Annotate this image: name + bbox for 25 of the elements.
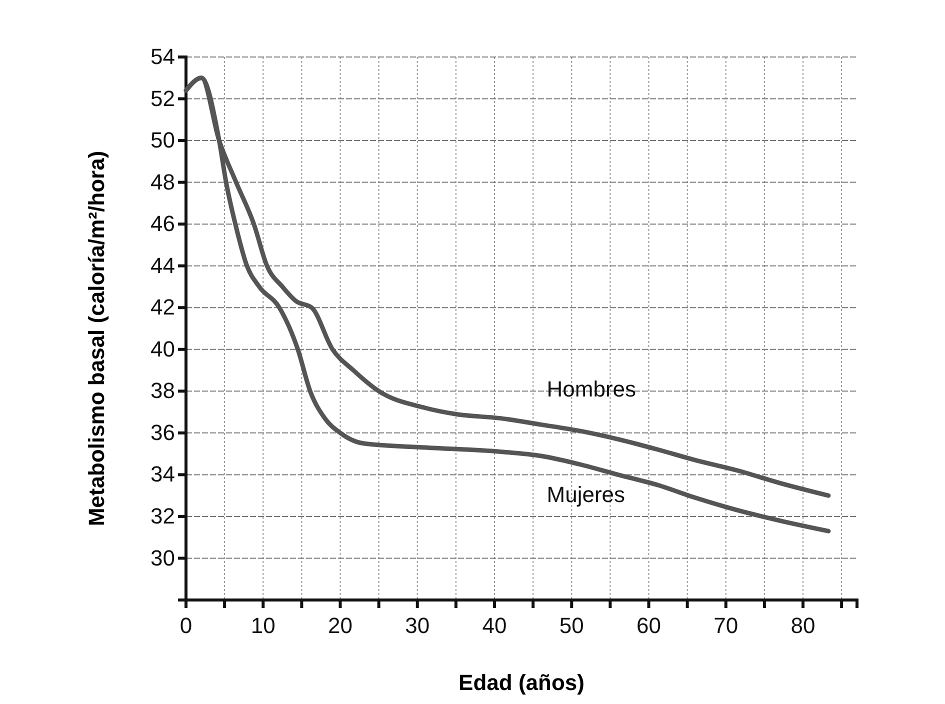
x-tick-label: 20: [328, 613, 352, 638]
x-axis-title: Edad (años): [458, 670, 584, 695]
y-tick-label: 44: [150, 252, 175, 278]
x-tick-label: 70: [714, 613, 738, 638]
x-tick-label: 60: [636, 613, 661, 638]
y-tick-label: 32: [150, 504, 175, 528]
x-tick-label: 80: [790, 613, 816, 638]
y-tick-label: 38: [150, 378, 175, 404]
x-tick-label: 10: [250, 613, 276, 638]
x-tick-label: 40: [482, 613, 507, 638]
y-tick-label: 30: [150, 545, 175, 570]
y-tick-label: 36: [150, 420, 175, 445]
series-label: Mujeres: [546, 482, 626, 507]
y-tick-label: 54: [150, 44, 175, 70]
x-tick-label: 0: [180, 613, 192, 638]
x-tick-label: 50: [559, 613, 584, 638]
y-tick-label: 34: [150, 462, 175, 487]
x-tick-label: 30: [405, 613, 430, 638]
y-tick-label: 52: [150, 86, 175, 111]
y-tick-label: 50: [150, 128, 175, 153]
y-axis-title: Metabolismo basal (caloría/m²/hora): [84, 150, 109, 526]
y-tick-label: 46: [150, 211, 175, 236]
y-tick-label: 40: [150, 336, 175, 362]
y-tick-label: 42: [150, 294, 175, 320]
y-tick-label: 48: [150, 169, 175, 194]
